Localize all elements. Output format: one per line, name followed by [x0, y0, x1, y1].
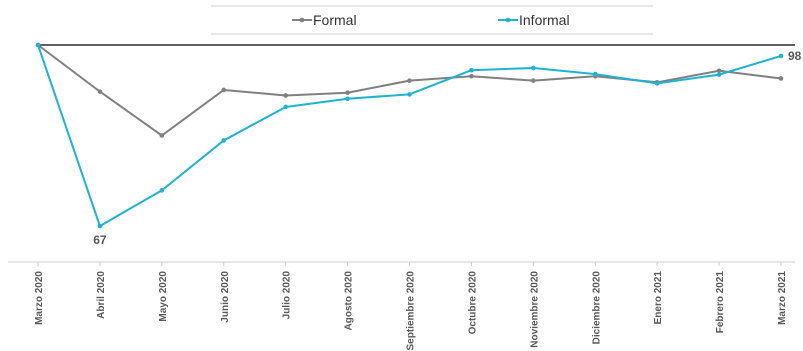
data-point-formal	[345, 90, 350, 96]
data-point-informal	[716, 72, 722, 77]
data-point-formal	[469, 73, 474, 79]
data-point-informal	[221, 138, 227, 143]
x-tick-label: Abril 2020	[96, 271, 107, 319]
data-point-formal	[531, 78, 536, 83]
data-point-informal	[531, 65, 536, 71]
x-tick-label: Agosto 2020	[344, 271, 355, 331]
data-point-informal	[35, 42, 41, 48]
x-tick-label: Noviembre 2020	[529, 271, 540, 348]
data-point-formal	[778, 76, 784, 81]
data-point-formal	[97, 89, 103, 94]
x-tick-label: Septiembre 2020	[406, 271, 417, 351]
x-tick-label: Marzo 2020	[34, 271, 45, 325]
x-tick-label: Junio 2020	[220, 271, 231, 323]
data-labels: 67 98	[93, 49, 801, 247]
x-tick-label: Julio 2020	[282, 271, 293, 320]
x-axis-ticks	[37, 262, 782, 266]
data-point-formal	[283, 93, 288, 98]
series-line-informal	[37, 44, 782, 227]
x-tick-label: Marzo 2021	[777, 271, 788, 325]
series-layer	[35, 42, 784, 229]
data-point-informal	[778, 53, 784, 59]
data-point-informal	[469, 67, 474, 73]
x-tick-label: Mayo 2020	[158, 271, 169, 322]
legend: Formal Informal	[211, 5, 653, 35]
data-point-informal	[592, 71, 598, 77]
x-tick-label: Enero 2021	[653, 271, 664, 325]
x-axis-labels: Marzo 2020 Abril 2020 Mayo 2020 Junio 2020 J…	[34, 271, 788, 351]
data-point-formal	[716, 68, 722, 74]
series-line-formal	[37, 44, 782, 137]
data-point-informal	[97, 223, 103, 229]
data-label: 67	[93, 233, 107, 247]
data-point-informal	[407, 92, 412, 97]
data-point-formal	[159, 133, 165, 138]
data-label: 98	[788, 49, 802, 63]
data-point-informal	[159, 188, 165, 193]
legend-marker	[299, 17, 305, 23]
data-point-formal	[221, 87, 227, 93]
x-tick-label: Octubre 2020	[467, 271, 478, 335]
data-point-informal	[283, 104, 288, 110]
legend-label: Formal	[313, 12, 357, 28]
data-point-formal	[407, 78, 412, 83]
x-tick-label: Febrero 2021	[715, 271, 726, 334]
legend-label: Informal	[519, 12, 570, 28]
data-point-informal	[654, 81, 660, 86]
legend-marker	[505, 17, 511, 23]
data-point-informal	[345, 96, 350, 102]
x-tick-label: Diciembre 2020	[591, 271, 602, 345]
